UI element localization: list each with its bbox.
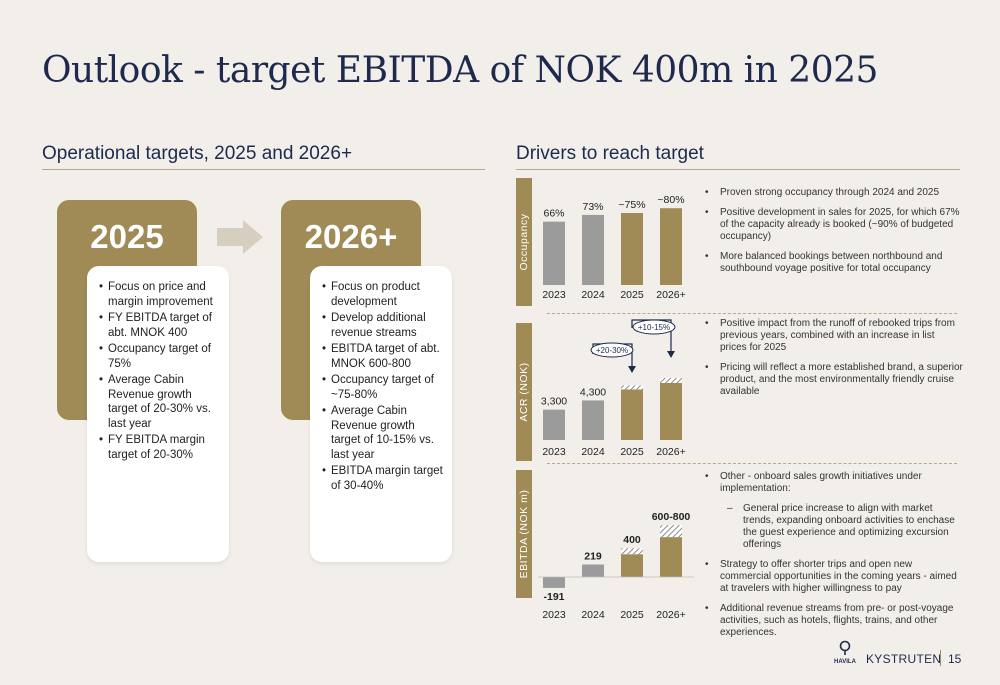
- bar-range-2025: [621, 548, 643, 555]
- targets-card-2026: Focus on product development Develop add…: [310, 266, 452, 562]
- data-label-2024: 219: [584, 551, 602, 563]
- bar-range-2025: [621, 385, 643, 390]
- bullet-item: Other - onboard sales growth initiatives…: [705, 471, 963, 495]
- bullet-item: Additional revenue streams from pre- or …: [705, 603, 963, 639]
- bar-2024: [582, 214, 604, 285]
- data-label-2024: 4,300: [580, 386, 606, 398]
- tick-label-2024: 2024: [581, 289, 605, 301]
- target-item: Focus on product development: [322, 280, 444, 309]
- bar-2025: [621, 554, 643, 577]
- page-title: Outlook - target EBITDA of NOK 400m in 2…: [42, 50, 878, 91]
- tick-label-2023: 2023: [542, 446, 566, 458]
- data-label-2026+: 600-800: [652, 511, 691, 523]
- bar-range-2026+: [660, 525, 682, 538]
- occupancy-axis-label: Occupancy: [518, 213, 530, 271]
- target-item: Occupancy target of ~75-80%: [322, 373, 444, 402]
- arrow-right-icon: [217, 220, 263, 254]
- data-label-2023: -191: [543, 591, 564, 603]
- bar-2025: [621, 213, 643, 285]
- bar-range-2026+: [660, 377, 682, 383]
- target-item: Average Cabin Revenue growth target of 2…: [99, 373, 221, 431]
- tick-label-2026+: 2026+: [656, 289, 686, 301]
- tick-label-2024: 2024: [581, 609, 605, 621]
- growth-annotation-2026: +10-15%: [631, 319, 676, 358]
- target-item: Focus on price and margin improvement: [99, 280, 221, 309]
- acr-axis-label: ACR (NOK): [518, 362, 530, 422]
- bullet-item: Strategy to offer shorter trips and open…: [705, 559, 963, 595]
- year-label-2026: 2026+: [304, 218, 398, 255]
- bar-2024: [582, 564, 604, 577]
- footer-brand: KYSTRUTEN: [866, 652, 942, 666]
- target-item: FY EBITDA target of abt. MNOK 400: [99, 311, 221, 340]
- bar-2026+: [660, 208, 682, 285]
- target-item: Average Cabin Revenue growth target of 1…: [322, 404, 444, 462]
- logo-text: HAVILA: [834, 659, 857, 665]
- bullet-item: Positive development in sales for 2025, …: [705, 207, 963, 243]
- right-divider: [516, 169, 960, 170]
- occupancy-chart: 66% 2023 73% 2024 ~75% 2025 ~80% 2026+: [542, 194, 686, 301]
- drivers-heading: Drivers to reach target: [516, 143, 704, 164]
- ebitda-axis-label: EBITDA (NOK m): [518, 489, 530, 579]
- growth-label-2025: +20-30%: [596, 346, 628, 355]
- tick-label-2025: 2025: [620, 609, 644, 621]
- divider-dotted: [547, 463, 957, 464]
- data-label-2025: 400: [623, 534, 641, 546]
- acr-chart: 3,300 2023 4,300 2024 2025 2026+ +20-30% +10-15…: [541, 319, 686, 458]
- tick-label-2026+: 2026+: [656, 446, 686, 458]
- growth-label-2026: +10-15%: [638, 323, 670, 332]
- data-label-2026+: ~80%: [657, 194, 684, 206]
- bullet-item: Pricing will reflect a more established …: [705, 362, 963, 398]
- ebitda-tab: EBITDA (NOK m): [516, 470, 532, 598]
- data-label-2023: 3,300: [541, 396, 567, 408]
- bar-2023: [543, 577, 565, 588]
- havila-logo-icon: HAVILA: [834, 640, 857, 665]
- page-number: 15: [948, 652, 962, 666]
- tick-label-2023: 2023: [542, 609, 566, 621]
- occupancy-bullets: Proven strong occupancy through 2024 and…: [705, 187, 963, 283]
- bar-2026+: [660, 537, 682, 577]
- bullet-item: Positive impact from the runoff of reboo…: [705, 318, 963, 354]
- targets-list-2025: Focus on price and margin improvement FY…: [87, 266, 229, 462]
- data-label-2024: 73%: [582, 201, 603, 213]
- operational-targets-heading: Operational targets, 2025 and 2026+: [42, 143, 353, 164]
- divider-dotted: [547, 313, 957, 314]
- acr-tab: ACR (NOK): [516, 323, 532, 461]
- target-item: Occupancy target of 75%: [99, 342, 221, 371]
- ebitda-chart: -191 2023 219 2024 400 2025 600-800 2026+: [538, 511, 694, 621]
- tick-label-2025: 2025: [620, 289, 644, 301]
- occupancy-tab: Occupancy: [516, 178, 532, 306]
- bar-2024: [582, 400, 604, 440]
- growth-annotation-2025: +20-30%: [590, 342, 636, 373]
- targets-card-2025: Focus on price and margin improvement FY…: [87, 266, 229, 562]
- bar-2023: [543, 409, 565, 440]
- tick-label-2025: 2025: [620, 446, 644, 458]
- bar-2026+: [660, 382, 682, 440]
- bullet-item: Proven strong occupancy through 2024 and…: [705, 187, 963, 199]
- footer-separator: [940, 650, 941, 666]
- tick-label-2023: 2023: [542, 289, 566, 301]
- target-item: EBITDA margin target of 30-40%: [322, 464, 444, 493]
- left-divider: [42, 169, 485, 170]
- bullet-item: More balanced bookings between northboun…: [705, 251, 963, 275]
- target-item: EBITDA target of abt. MNOK 600-800: [322, 342, 444, 371]
- ebitda-bullets: Other - onboard sales growth initiatives…: [705, 471, 963, 647]
- target-item: FY EBITDA margin target of 20-30%: [99, 433, 221, 462]
- tick-label-2026+: 2026+: [656, 609, 686, 621]
- target-item: Develop additional revenue streams: [322, 311, 444, 340]
- bullet-sub-item: General price increase to align with mar…: [705, 503, 963, 551]
- data-label-2025: ~75%: [618, 199, 645, 211]
- bar-2023: [543, 221, 565, 285]
- bar-2025: [621, 389, 643, 440]
- data-label-2023: 66%: [543, 208, 564, 220]
- year-label-2025: 2025: [90, 218, 164, 255]
- tick-label-2024: 2024: [581, 446, 605, 458]
- targets-list-2026: Focus on product development Develop add…: [310, 266, 452, 493]
- acr-bullets: Positive impact from the runoff of reboo…: [705, 318, 963, 406]
